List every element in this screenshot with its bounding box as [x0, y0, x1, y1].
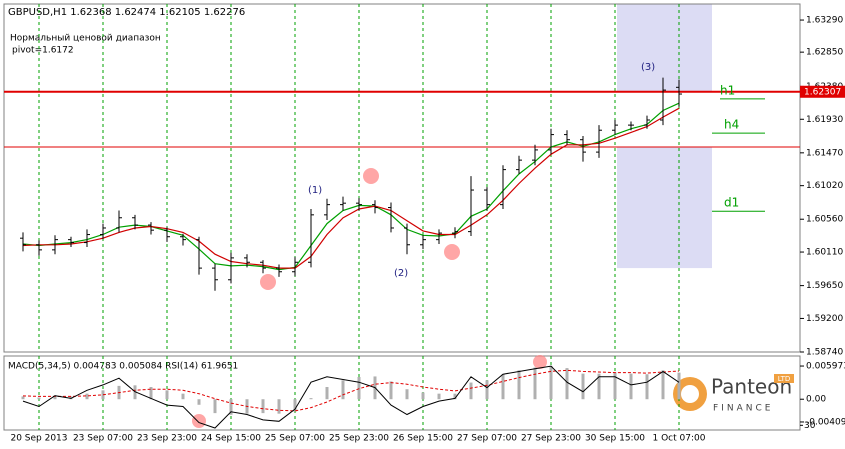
highlight [260, 274, 276, 290]
highlight [363, 168, 379, 184]
histogram-bar [453, 393, 457, 400]
histogram-bar [549, 365, 553, 400]
histogram-bar [229, 399, 233, 415]
level-label: h4 [724, 118, 739, 132]
histogram-bar [533, 367, 537, 400]
x-tick-label: 27 Sep 23:00 [521, 434, 581, 444]
y-tick-label: 0.005973 [806, 362, 845, 372]
wave-label: (3) [641, 62, 655, 73]
level-label: h1 [720, 83, 735, 97]
histogram-bar [421, 392, 425, 400]
histogram-bar [277, 399, 281, 414]
histogram-bar [21, 396, 25, 400]
histogram-bar [565, 368, 569, 400]
histogram-bar [405, 389, 409, 400]
logo-badge [774, 374, 794, 383]
histogram-bar [53, 397, 57, 400]
histogram-bar [389, 381, 393, 400]
histogram-bar [597, 373, 601, 400]
histogram-bar [469, 382, 473, 400]
chart-title: GBPUSD,H1 1.62368 1.62474 1.62105 1.6227… [8, 7, 245, 18]
histogram-bar [661, 370, 665, 400]
x-tick-label: 20 Sep 2013 [10, 434, 67, 444]
main-pane [3, 3, 801, 353]
histogram-bar [181, 393, 185, 400]
wave-label: (1) [308, 185, 322, 196]
y-tick-label: 1.61930 [806, 115, 843, 125]
x-tick-label: 1 Oct 07:00 [653, 434, 706, 444]
y-tick-label: 1.62850 [806, 48, 843, 58]
logo-sub: FINANCE [713, 404, 773, 414]
price-label: 1.62307 [804, 87, 841, 97]
x-tick-label: 24 Sep 15:00 [201, 434, 261, 444]
histogram-bar [613, 372, 617, 400]
x-tick-label: 23 Sep 23:00 [137, 434, 197, 444]
histogram-bar [485, 380, 489, 400]
highlight [192, 414, 206, 428]
histogram-bar [501, 374, 505, 400]
indicator-title: MACD(5,34,5) 0.004783 0.005084 RSI(14) 6… [8, 362, 238, 372]
y-tick-label: 0.00 [806, 395, 826, 405]
histogram-bar [309, 398, 313, 400]
logo-mark [681, 385, 699, 403]
y-tick-label: 1.61020 [806, 181, 843, 191]
moving-average [22, 107, 680, 269]
histogram-bar [325, 387, 329, 400]
highlight [444, 244, 460, 260]
y-tick-label: -0.004095 [806, 417, 845, 427]
histogram-bar [85, 393, 89, 400]
y-tick-label: 1.60560 [806, 215, 843, 225]
histogram-bar [133, 385, 137, 400]
x-tick-label: 23 Sep 07:00 [73, 434, 133, 444]
y-tick-label: 1.59650 [806, 281, 843, 291]
wave-label: (2) [394, 268, 408, 279]
x-tick-label: 27 Sep 07:00 [457, 434, 517, 444]
x-tick-label: 25 Sep 07:00 [265, 434, 325, 444]
histogram-bar [149, 387, 153, 400]
x-tick-label: 25 Sep 23:00 [329, 434, 389, 444]
histogram-bar [357, 377, 361, 400]
pivot-zone [617, 4, 712, 92]
histogram-bar [581, 373, 585, 400]
price-label-box [800, 85, 845, 98]
logo: Panteon FINANCE LTD [673, 374, 794, 414]
histogram-bar [293, 399, 297, 412]
histogram-bar [69, 396, 73, 400]
histogram-bar [629, 373, 633, 400]
y-tick-label: 1.61470 [806, 148, 843, 158]
logo-badge-text: LTD [778, 375, 791, 383]
level-label: d1 [724, 196, 739, 210]
histogram-bar [517, 370, 521, 400]
pivot-caption: pivot=1.6172 [12, 46, 74, 56]
histogram-bar [261, 399, 265, 414]
histogram-bar [165, 390, 169, 400]
indicator-pane [3, 355, 801, 431]
histogram-bar [437, 393, 441, 400]
histogram-bar [341, 380, 345, 400]
x-tick-label: 26 Sep 15:00 [393, 434, 453, 444]
highlight [533, 355, 547, 369]
y-tick-label: 1.63290 [806, 16, 843, 26]
histogram-bar [197, 399, 201, 405]
y2-tick-label: 30 [804, 421, 816, 431]
x-tick-label: 30 Sep 15:00 [585, 434, 645, 444]
y-tick-label: 1.58740 [806, 348, 843, 358]
pivot-zone [617, 146, 712, 269]
y-tick-label: 1.59200 [806, 314, 843, 324]
histogram-bar [645, 374, 649, 400]
range-caption: Нормальный ценовой диапазон [10, 34, 161, 44]
signal-line [22, 369, 680, 412]
moving-average [22, 102, 680, 271]
y-tick-label: 1.60110 [806, 248, 843, 258]
histogram-bar [213, 399, 217, 414]
histogram-bar [677, 372, 681, 400]
histogram-bar [37, 397, 41, 400]
rsi-line [22, 365, 680, 429]
